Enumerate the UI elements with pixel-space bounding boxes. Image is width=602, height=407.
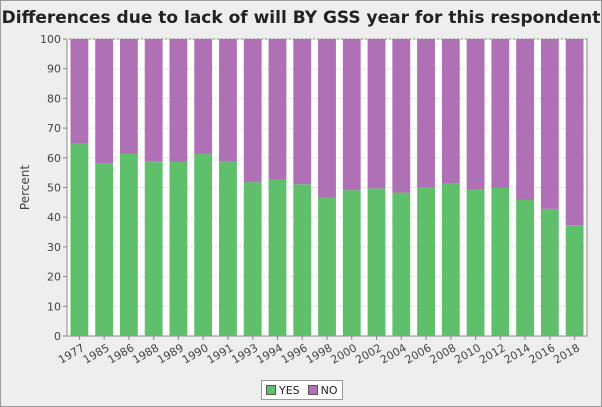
chart-title: Differences due to lack of will BY GSS y… (1, 8, 601, 28)
bar-yes-1989 (169, 161, 188, 336)
y-tick-label: 20 (47, 271, 61, 284)
bar-yes-2014 (516, 199, 535, 336)
bar-no-2008 (441, 39, 460, 184)
bar-yes-2016 (540, 208, 559, 336)
bar-no-1991 (219, 39, 237, 162)
y-tick-label: 60 (47, 152, 61, 165)
bar-yes-1994 (268, 179, 287, 336)
bar-yes-1986 (119, 153, 138, 336)
y-tick-label: 40 (47, 211, 61, 224)
bar-no-1993 (243, 39, 262, 183)
bar-yes-2018 (565, 225, 584, 336)
bar-yes-1991 (219, 161, 237, 336)
bar-no-1994 (268, 39, 287, 180)
bar-yes-2000 (342, 190, 361, 336)
legend-swatch-yes (266, 385, 276, 395)
y-tick-label: 10 (47, 300, 61, 313)
bar-no-2002 (367, 39, 386, 189)
legend-entry-no: NO (307, 383, 338, 397)
bar-no-2014 (516, 39, 535, 200)
y-axis-label: Percent (18, 165, 32, 210)
bar-yes-2004 (392, 192, 411, 336)
bar-yes-1977 (70, 143, 89, 336)
bar-no-2012 (491, 39, 510, 188)
bar-no-2018 (565, 39, 584, 226)
bar-yes-1998 (318, 197, 336, 336)
bar-no-1977 (70, 39, 89, 144)
bar-no-1990 (194, 39, 213, 154)
bar-yes-1990 (194, 153, 213, 336)
bar-yes-2008 (441, 183, 460, 336)
legend: YES NO (261, 380, 343, 400)
y-tick-label: 30 (47, 241, 61, 254)
bar-no-1989 (169, 39, 188, 162)
bar-no-2016 (540, 39, 559, 209)
bar-no-2010 (466, 39, 485, 190)
bar-yes-2010 (466, 189, 485, 336)
bar-yes-1985 (95, 163, 114, 336)
bar-yes-2012 (491, 187, 510, 336)
y-tick-label: 70 (47, 122, 61, 135)
legend-label-yes: YES (279, 383, 300, 397)
bar-yes-1993 (243, 182, 262, 336)
bar-yes-2006 (417, 187, 435, 336)
bar-yes-1996 (293, 184, 312, 336)
legend-label-no: NO (320, 383, 338, 397)
bar-no-2000 (342, 39, 361, 191)
legend-swatch-no (307, 385, 318, 395)
y-tick-label: 90 (47, 63, 61, 76)
bar-yes-1988 (144, 161, 163, 336)
y-tick-label: 50 (47, 182, 61, 195)
legend-entry-yes: YES (266, 384, 300, 397)
y-tick-label: 100 (40, 33, 61, 46)
x-tick-label: 2018 (551, 341, 582, 366)
bar-no-1996 (293, 39, 312, 185)
bar-no-1985 (95, 39, 114, 164)
bar-no-1986 (119, 39, 138, 154)
bar-no-2004 (392, 39, 411, 193)
y-tick-label: 0 (54, 330, 61, 343)
bar-no-2006 (417, 39, 435, 188)
bar-yes-2002 (367, 188, 386, 336)
y-tick-label: 80 (47, 92, 61, 105)
bar-no-1988 (144, 39, 163, 162)
bar-no-1998 (318, 39, 336, 198)
